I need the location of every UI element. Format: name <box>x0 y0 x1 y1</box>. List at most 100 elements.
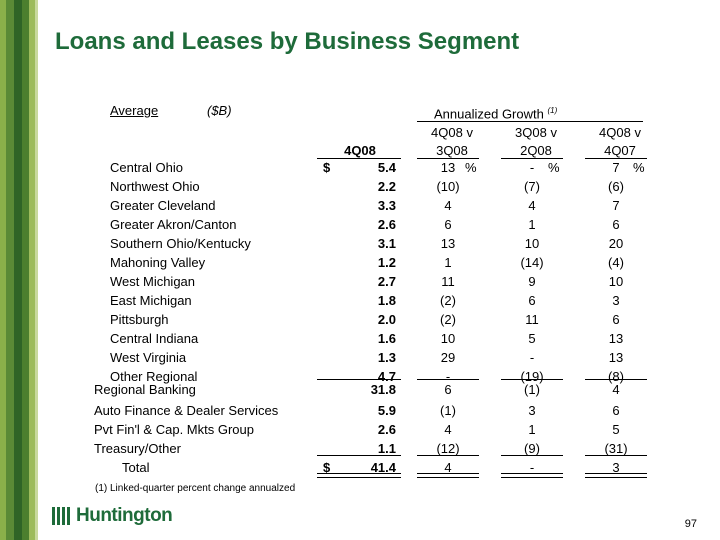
total-double-rule <box>317 473 401 478</box>
growth-3q08-v-2q08: (7) <box>524 179 540 194</box>
growth-3q08-v-2q08: - <box>529 350 535 365</box>
growth-4q08-v-3q08: 4 <box>444 198 452 213</box>
growth-header: Annualized Growth (1) <box>434 103 557 122</box>
percent-sign: % <box>548 160 560 175</box>
growth-4q08-v-3q08: (2) <box>440 293 456 308</box>
value-4q08: 1.2 <box>377 255 396 270</box>
growth-4q08-v-3q08: (12) <box>436 441 460 456</box>
growth-3q08-v-2q08: 11 <box>525 312 539 327</box>
header-rule <box>417 158 479 159</box>
huntington-logo-icon <box>52 507 72 525</box>
subtotal-rule <box>317 379 401 380</box>
row-label: West Virginia <box>110 350 187 365</box>
growth-4q08-v-4q07: 3 <box>612 293 620 308</box>
growth-4q08-v-4q07: 20 <box>608 236 624 251</box>
average-header: Average <box>110 103 159 118</box>
growth-4q08-v-4q07: 6 <box>612 312 620 327</box>
growth-4q08-v-4q07: 5 <box>612 422 620 437</box>
growth-4q08-v-3q08: 1 <box>444 255 452 270</box>
growth-4q08-v-4q07: (4) <box>608 255 624 270</box>
header-rule <box>317 158 401 159</box>
growth-3q08-v-2q08: (14) <box>520 255 544 270</box>
page-number: 97 <box>684 518 697 530</box>
huntington-logo: Huntington <box>52 505 173 527</box>
col2-header-top: 4Q08 v <box>431 125 473 140</box>
growth-4q08-v-3q08: 11 <box>441 274 455 289</box>
row-label: East Michigan <box>110 293 192 308</box>
percent-sign: % <box>633 160 645 175</box>
row-label: Northwest Ohio <box>110 179 200 194</box>
col4-header-bottom: 4Q07 <box>604 143 636 158</box>
growth-4q08-v-3q08: 13 <box>440 236 456 251</box>
growth-3q08-v-2q08: 10 <box>524 236 540 251</box>
value-4q08: 2.2 <box>377 179 396 194</box>
value-4q08: 2.6 <box>377 422 396 437</box>
value-4q08: 3.1 <box>377 236 396 251</box>
dollar-sign: $ <box>323 160 331 175</box>
value-4q08: 41.4 <box>370 460 396 475</box>
row-label: Pittsburgh <box>110 312 169 327</box>
percent-sign: % <box>465 160 477 175</box>
row-label: Other Regional <box>110 369 198 384</box>
units-header: ($B) <box>207 103 232 118</box>
value-4q08: 31.8 <box>370 382 396 397</box>
growth-4q08-v-4q07: 6 <box>612 217 620 232</box>
growth-4q08-v-3q08: 29 <box>440 350 456 365</box>
growth-3q08-v-2q08: 3 <box>528 403 536 418</box>
row-label: Pvt Fin'l & Cap. Mkts Group <box>94 422 254 437</box>
row-label: Total <box>122 460 150 475</box>
value-4q08: 1.8 <box>377 293 396 308</box>
row-label: West Michigan <box>110 274 196 289</box>
header-rule <box>501 158 563 159</box>
sidebar-stripe <box>6 0 14 540</box>
row-label: Regional Banking <box>94 382 196 397</box>
growth-4q08-v-4q07: 3 <box>612 460 620 475</box>
value-4q08: 5.9 <box>377 403 396 418</box>
col3-header-bottom: 2Q08 <box>520 143 552 158</box>
sidebar-stripe <box>35 0 38 540</box>
col2-header-bottom: 3Q08 <box>436 143 468 158</box>
subtotal-rule <box>585 379 647 380</box>
row-label: Treasury/Other <box>94 441 181 456</box>
row-label: Central Ohio <box>110 160 183 175</box>
logo-wordmark: Huntington <box>76 505 173 526</box>
footnote: (1) Linked-quarter percent change annual… <box>95 483 296 494</box>
value-4q08: 2.6 <box>377 217 396 232</box>
growth-4q08-v-4q07: 4 <box>612 382 620 397</box>
growth-3q08-v-2q08: 5 <box>528 331 536 346</box>
growth-footnote-marker: (1) <box>547 106 558 115</box>
value-4q08: 2.0 <box>377 312 396 327</box>
growth-3q08-v-2q08: - <box>529 460 535 475</box>
value-4q08: 5.4 <box>377 160 396 175</box>
value-4q08: 1.6 <box>377 331 396 346</box>
growth-4q08-v-4q07: 7 <box>612 198 620 213</box>
growth-3q08-v-2q08: 1 <box>528 217 536 232</box>
growth-4q08-v-4q07: (6) <box>608 179 624 194</box>
sidebar-stripe <box>22 0 29 540</box>
growth-4q08-v-3q08: 6 <box>444 217 452 232</box>
growth-header-label: Annualized Growth <box>434 106 544 122</box>
growth-4q08-v-3q08: 13 <box>440 160 456 175</box>
growth-3q08-v-2q08: (19) <box>520 369 544 384</box>
growth-3q08-v-2q08: (1) <box>524 382 540 397</box>
growth-4q08-v-3q08: (10) <box>436 179 460 194</box>
growth-4q08-v-4q07: 13 <box>608 350 624 365</box>
header-rule <box>585 158 647 159</box>
row-label: Auto Finance & Dealer Services <box>94 403 279 418</box>
growth-4q08-v-4q07: (8) <box>608 369 624 384</box>
col3-header-top: 3Q08 v <box>515 125 557 140</box>
row-label: Southern Ohio/Kentucky <box>110 236 251 251</box>
total-rule <box>585 455 647 456</box>
total-rule <box>417 455 479 456</box>
sidebar-stripe <box>14 0 22 540</box>
value-4q08: 2.7 <box>377 274 396 289</box>
dollar-sign: $ <box>323 460 331 475</box>
growth-header-rule <box>417 121 643 122</box>
growth-3q08-v-2q08: - <box>529 160 535 175</box>
growth-3q08-v-2q08: (9) <box>524 441 540 456</box>
growth-4q08-v-3q08: (1) <box>440 403 456 418</box>
row-label: Central Indiana <box>110 331 199 346</box>
growth-4q08-v-3q08: 4 <box>444 460 452 475</box>
value-4q08: 1.1 <box>377 441 396 456</box>
col1-header: 4Q08 <box>344 143 376 158</box>
